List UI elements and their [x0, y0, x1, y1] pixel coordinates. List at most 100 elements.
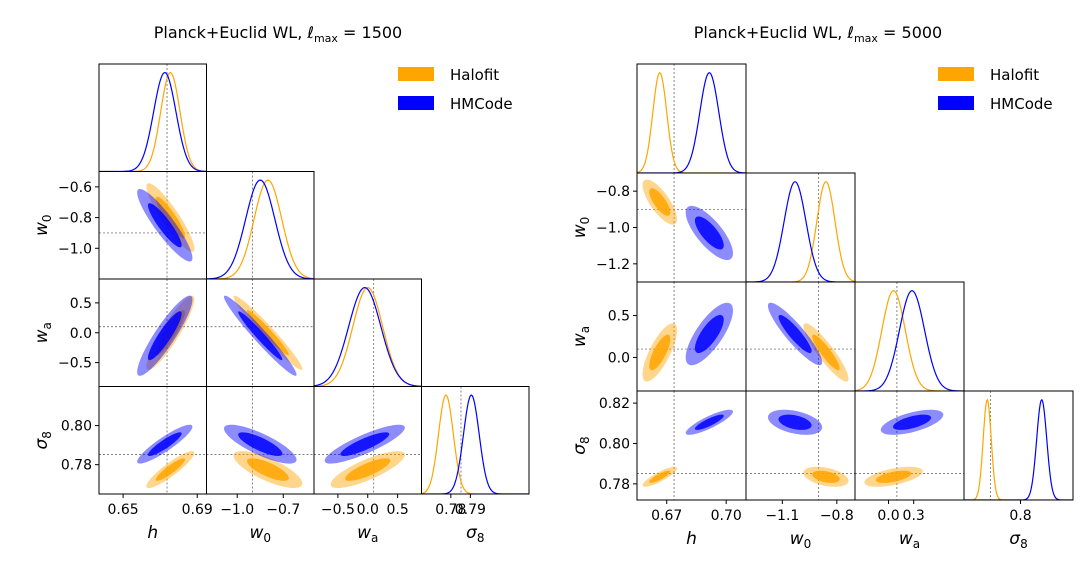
- y-axis-label-w0: w0: [32, 214, 54, 236]
- legend-swatch-hmcode: [938, 96, 974, 110]
- panel-wa-vs-wa: [854, 281, 965, 392]
- marginal-halofit-h: [637, 72, 746, 173]
- legend-label-hmcode: HMCode: [450, 95, 513, 113]
- x-axis-label-h: h: [686, 529, 697, 549]
- y-axis-label-s8: σ8: [32, 431, 54, 449]
- contour-halofit-68: [345, 458, 391, 481]
- contour-hmcode-68: [340, 432, 390, 456]
- x-tick-label: 0.8: [1009, 508, 1031, 524]
- y-tick-label: 0.5: [70, 296, 92, 312]
- y-tick-label: −0.5: [58, 356, 92, 372]
- x-tick-label: −0.5: [321, 502, 355, 518]
- x-tick-label: −0.7: [266, 502, 300, 518]
- x-axis-label-s8: σ8: [1009, 529, 1027, 551]
- marginal-halofit-w0: [746, 181, 855, 282]
- x-tick-label: 0.65: [108, 502, 139, 518]
- marginal-halofit-s8: [964, 398, 1073, 500]
- y-tick-label: 0.5: [608, 309, 630, 325]
- marginal-halofit-h: [99, 71, 207, 172]
- y-tick-label: −0.8: [596, 184, 630, 200]
- triangle-plot-1: Planck+Euclid WL, ℓmax = 5000 −1.2 −1.0 −0.…: [570, 23, 1074, 551]
- legend-label-hmcode: HMCode: [990, 95, 1053, 113]
- contour-halofit-68: [812, 334, 840, 371]
- panel-s8-vs-w0: −1.0 −0.7: [206, 386, 315, 518]
- y-axis-label-wa: wa: [32, 322, 54, 343]
- panel-s8-vs-w0: −1.1 −0.8: [745, 390, 856, 524]
- y-tick-label: 0.0: [608, 350, 630, 366]
- panel-h-vs-h: [636, 63, 747, 174]
- panel-wa-vs-w0: [745, 281, 856, 392]
- contour-hmcode-68: [147, 203, 182, 248]
- panel-w0-vs-h: −1.2 −1.0 −0.8: [596, 172, 747, 283]
- x-tick-label: 0.78: [435, 502, 466, 518]
- legend-swatch-halofit: [938, 67, 974, 81]
- x-axis-label-h: h: [147, 523, 158, 543]
- marginal-halofit-wa: [855, 290, 964, 391]
- marginal-halofit-w0: [206, 179, 314, 279]
- x-tick-label: 0.0: [877, 508, 899, 524]
- panel-s8-vs-wa: 0.0 0.3: [854, 390, 965, 524]
- contour-halofit-68: [649, 334, 671, 371]
- legend-label-halofit: Halofit: [450, 66, 499, 84]
- panel-frame: [421, 386, 530, 495]
- marginal-hmcode-s8: [964, 398, 1073, 500]
- x-tick-label: 0.67: [651, 508, 682, 524]
- panel-frame: [313, 278, 422, 387]
- y-axis-label-w0: w0: [570, 217, 592, 239]
- contour-halofit-68: [247, 310, 289, 356]
- contour-halofit-68: [812, 470, 840, 483]
- y-tick-label: −1.0: [596, 221, 630, 237]
- panel-wa-vs-wa: [313, 278, 422, 387]
- x-axis-label-w0: w0: [790, 529, 812, 551]
- marginal-hmcode-w0: [746, 181, 855, 282]
- x-tick-label: 0.0: [357, 502, 379, 518]
- y-tick-label: 0.80: [61, 419, 92, 435]
- contour-hmcode-68: [778, 314, 812, 354]
- contour-halofit-68: [649, 188, 671, 216]
- marginal-halofit-wa: [314, 286, 422, 387]
- marginal-hmcode-wa: [314, 286, 422, 387]
- panel-wa-vs-h: −0.5 0.0 0.5: [58, 278, 207, 387]
- x-tick-label: −1.0: [220, 502, 254, 518]
- panel-frame: [98, 278, 207, 387]
- panel-w0-vs-w0: [206, 171, 315, 280]
- panel-s8-vs-h: 0.67 0.70 0.78 0.80 0.82: [599, 390, 747, 524]
- x-tick-label: 0.70: [711, 508, 742, 524]
- panel-wa-vs-h: 0.0 0.5: [608, 281, 747, 392]
- x-axis-label-wa: wa: [899, 529, 920, 551]
- y-tick-label: −1.2: [596, 257, 630, 273]
- legend-swatch-halofit: [398, 67, 434, 81]
- contour-halofit-68: [246, 458, 289, 481]
- x-tick-label: 0.3: [903, 508, 925, 524]
- contour-hmcode-68: [238, 311, 283, 361]
- chart-title: Planck+Euclid WL, ℓmax = 1500: [154, 23, 402, 45]
- x-axis-label-w0: w0: [249, 523, 271, 545]
- x-tick-label: 0.79: [455, 502, 486, 518]
- panel-frame: [745, 172, 856, 283]
- panel-s8-vs-s8: 0.8: [963, 390, 1074, 524]
- chart-title: Planck+Euclid WL, ℓmax = 5000: [694, 23, 942, 45]
- y-axis-label-wa: wa: [570, 326, 592, 347]
- contour-hmcode-68: [147, 432, 182, 456]
- y-tick-label: −1.0: [58, 241, 92, 257]
- contour-hmcode-68: [694, 314, 724, 354]
- marginal-hmcode-h: [99, 72, 207, 172]
- panel-s8-vs-wa: −0.5 0.0 0.5: [313, 386, 422, 518]
- contour-hmcode-68: [892, 414, 932, 430]
- y-tick-label: 0.82: [599, 396, 630, 412]
- x-tick-label: −1.1: [765, 508, 799, 524]
- legend-swatch-hmcode: [398, 96, 434, 110]
- panel-wa-vs-w0: [206, 278, 315, 387]
- marginal-hmcode-h: [637, 72, 746, 173]
- contour-hmcode-68: [147, 311, 182, 361]
- y-tick-label: 0.78: [599, 477, 630, 493]
- marginal-hmcode-w0: [206, 179, 314, 279]
- contour-halofit-68: [155, 196, 185, 239]
- contour-halofit-68: [649, 470, 671, 483]
- contour-hmcode-68: [694, 216, 724, 250]
- panel-frame: [963, 390, 1074, 501]
- panel-w0-vs-w0: [745, 172, 856, 283]
- panel-h-vs-h: [98, 63, 207, 172]
- contour-halofit-68: [155, 458, 185, 481]
